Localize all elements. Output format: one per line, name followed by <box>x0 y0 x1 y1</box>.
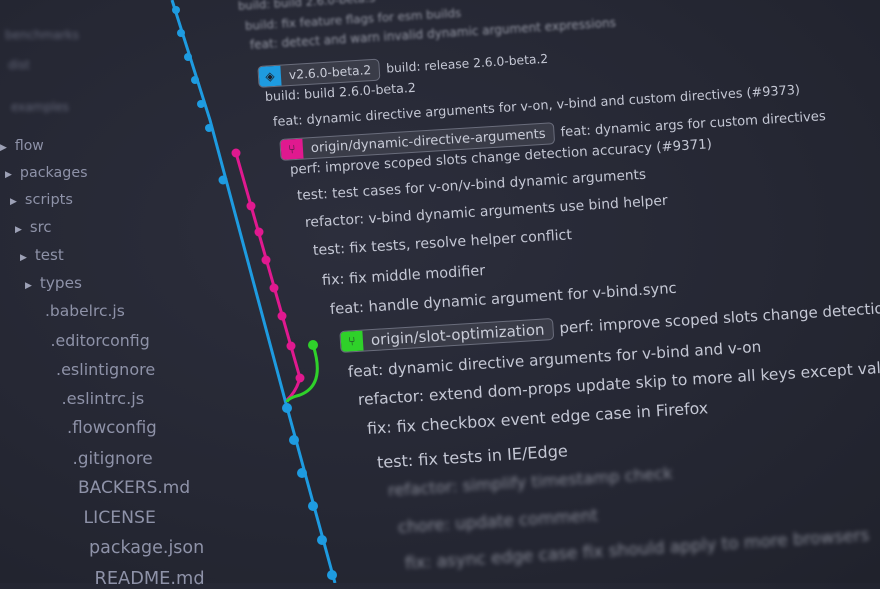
file-tree-item[interactable]: .flowconfig <box>67 418 157 437</box>
file-tree-item[interactable]: README.md <box>95 569 205 589</box>
file-name: BACKERS.md <box>78 477 191 498</box>
dynamic-branch-line <box>234 152 302 402</box>
file-tree-item[interactable]: .babelrc.js <box>45 302 125 320</box>
folder-expand-icon[interactable]: ▶ <box>5 169 12 180</box>
dynamic-branch-commits <box>231 148 305 383</box>
file-tree-item[interactable]: ▶ types <box>25 274 82 292</box>
folder-expand-icon[interactable]: ▶ <box>10 196 17 207</box>
file-name: .eslintignore <box>56 359 156 379</box>
tag-icon: ◈ <box>258 65 282 87</box>
file-tree-item[interactable]: .eslintrc.js <box>62 389 145 408</box>
file-tree-item[interactable]: examples <box>11 100 69 114</box>
file-name: .babelrc.js <box>45 302 125 321</box>
file-tree-item[interactable]: package.json <box>89 538 204 558</box>
branch-icon: ⑂ <box>280 138 304 160</box>
file-tree-item[interactable]: ▶ flow <box>0 138 44 154</box>
file-name: .gitignore <box>72 447 153 468</box>
file-name: package.json <box>89 538 205 559</box>
file-name: examples <box>11 100 69 114</box>
file-tree-item[interactable]: benchmarks <box>5 28 79 42</box>
file-name: README.md <box>94 569 205 589</box>
branch-icon: ⑂ <box>340 330 364 352</box>
file-tree-item[interactable]: ▶ scripts <box>10 192 73 208</box>
tag-label: v2.6.0-beta.2 <box>288 63 372 83</box>
file-name: types <box>39 274 82 293</box>
file-tree-item[interactable]: LICENSE <box>84 508 156 528</box>
file-tree-item[interactable]: .editorconfig <box>51 331 150 350</box>
file-tree-item[interactable]: dist <box>8 58 30 72</box>
file-name: packages <box>19 164 88 181</box>
file-name: flow <box>14 138 44 154</box>
file-tree-item[interactable]: .eslintignore <box>56 360 155 379</box>
file-name: .flowconfig <box>67 418 157 437</box>
file-name: .eslintrc.js <box>61 388 145 408</box>
file-name: benchmarks <box>5 28 79 42</box>
file-name: .editorconfig <box>50 330 150 350</box>
file-name: src <box>29 218 52 236</box>
slot-branch-commit <box>308 340 318 350</box>
main-branch-line <box>170 0 337 583</box>
file-name: dist <box>8 58 30 72</box>
file-name: LICENSE <box>83 507 156 528</box>
file-tree-item[interactable]: BACKERS.md <box>78 478 190 498</box>
file-tree-item[interactable]: ▶ src <box>15 219 51 236</box>
folder-expand-icon[interactable]: ▶ <box>15 224 22 235</box>
main-branch-commits <box>172 6 337 580</box>
folder-expand-icon[interactable]: ▶ <box>20 253 27 264</box>
slot-branch-line <box>285 344 319 403</box>
file-name: test <box>34 246 64 265</box>
file-name: scripts <box>24 191 73 208</box>
folder-expand-icon[interactable]: ▶ <box>25 281 32 292</box>
file-tree-item[interactable]: ▶ test <box>20 246 64 264</box>
file-tree-item[interactable]: .gitignore <box>73 448 153 468</box>
folder-expand-icon[interactable]: ▶ <box>0 143 7 153</box>
file-tree-item[interactable]: ▶ packages <box>5 165 88 181</box>
